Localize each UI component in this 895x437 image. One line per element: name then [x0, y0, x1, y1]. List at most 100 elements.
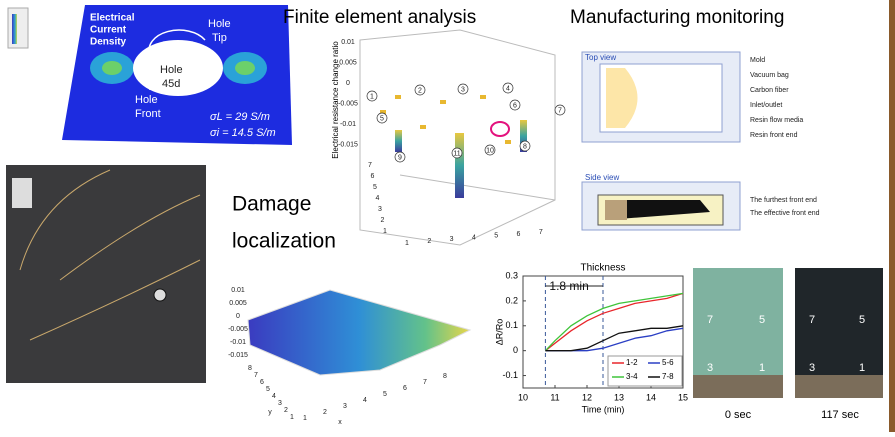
- label: Electrical: [90, 13, 135, 24]
- tick-label: The effective front end: [750, 210, 820, 217]
- view-label: Top view: [585, 53, 616, 62]
- marker-label: 5: [380, 115, 384, 122]
- tick-label: 6: [517, 231, 521, 238]
- tick-label: -0.01: [340, 121, 356, 128]
- colorbar: [12, 14, 17, 44]
- tick-label: 0.01: [341, 39, 355, 46]
- marker-label: 7: [558, 107, 562, 114]
- x-tick-label: 12: [582, 392, 592, 402]
- photo-label: 7: [809, 314, 815, 326]
- tick-label: 1: [290, 414, 294, 421]
- tick-label: -0.015: [228, 352, 248, 359]
- label: Hole: [135, 94, 158, 106]
- photo-tag: [12, 178, 32, 208]
- marker-label: 10: [486, 147, 494, 154]
- figure: Electrical Current Density Hole Tip Hole…: [0, 0, 895, 432]
- x-tick-label: 13: [614, 392, 624, 402]
- tick-label: 8: [248, 365, 252, 372]
- x-tick-label: 14: [646, 392, 656, 402]
- tick-label: 3: [278, 400, 282, 407]
- label: 45d: [162, 78, 180, 90]
- tick-label: 5: [266, 386, 270, 393]
- tick-label: 0.005: [339, 59, 357, 66]
- y-axis-label: ΔR/Ro: [494, 319, 504, 346]
- photo-label: 7: [707, 314, 713, 326]
- axis-label: y: [268, 409, 272, 416]
- tick-label: 2: [381, 217, 385, 224]
- caption: 0 sec: [725, 409, 752, 421]
- label: Front: [135, 108, 161, 120]
- tick-label: 6: [371, 173, 375, 180]
- x-tick-label: 11: [550, 392, 559, 402]
- tick-label: 7: [254, 372, 258, 379]
- photo-label: 3: [707, 362, 713, 374]
- photo-base: [693, 375, 783, 398]
- surface: [248, 290, 470, 375]
- photo-label: 5: [759, 314, 765, 326]
- series-line: [545, 328, 683, 350]
- tick-label: 7: [539, 229, 543, 236]
- marker-label: 1: [370, 93, 374, 100]
- tick-label: Vacuum bag: [750, 72, 789, 79]
- caption: 117 sec: [821, 409, 859, 421]
- title: Finite element analysis: [283, 7, 476, 28]
- tick-label: 5: [383, 391, 387, 398]
- legend-label: 1-2: [626, 358, 638, 367]
- tick-label: 0.005: [229, 300, 247, 307]
- tick-label: 6: [403, 385, 407, 392]
- tick-label: 2: [427, 238, 431, 245]
- tick-label: Resin front end: [750, 132, 798, 139]
- series-line: [545, 293, 683, 350]
- tick-label: 4: [472, 234, 476, 241]
- y-tick-label: 0.3: [505, 270, 518, 280]
- legend-label: 3-4: [626, 372, 638, 381]
- resin: [605, 200, 627, 220]
- view-label: Side view: [585, 173, 619, 182]
- y-tick-label: 0.1: [505, 320, 518, 330]
- legend-label: 7-8: [662, 372, 674, 381]
- tick-label: 4: [272, 393, 276, 400]
- label: Density: [90, 37, 127, 48]
- tick-label: 4: [363, 397, 367, 404]
- tick-label: 5: [494, 233, 498, 240]
- tick-label: 5: [373, 184, 377, 191]
- y-tick-label: -0.1: [502, 370, 518, 380]
- tick-label: -0.01: [230, 339, 246, 346]
- tick-label: 0: [236, 313, 240, 320]
- title: Manufacturing monitoring: [570, 7, 784, 28]
- tick-label: Mold: [750, 57, 765, 64]
- tick-label: Resin flow media: [750, 117, 803, 124]
- marker-label: 11: [453, 150, 460, 157]
- tick-label: 0.01: [231, 287, 245, 294]
- tick-label: 2: [284, 407, 288, 414]
- label: Hole: [208, 18, 231, 30]
- tick-label: 3: [343, 403, 347, 410]
- tick-label: 8: [443, 373, 447, 380]
- photo-label: 1: [759, 362, 765, 374]
- tick-label: 3: [450, 236, 454, 243]
- hotspot: [235, 61, 255, 75]
- label: σi = 14.5 S/m: [210, 127, 276, 139]
- chart-title: Thickness: [580, 263, 625, 274]
- tick-label: 1: [303, 415, 307, 422]
- marker-label: 3: [461, 86, 465, 93]
- y-tick-label: 0.2: [505, 295, 518, 305]
- tick-label: 6: [260, 379, 264, 386]
- border: [889, 0, 895, 432]
- photo-base: [795, 375, 883, 398]
- tick-label: 1: [405, 240, 409, 247]
- label: σL = 29 S/m: [210, 111, 270, 123]
- tick-label: Inlet/outlet: [750, 102, 782, 109]
- y-tick-label: 0: [513, 345, 518, 355]
- axis-label: x: [338, 419, 342, 426]
- annotation: 1.8 min: [549, 279, 588, 293]
- marker-label: 2: [418, 87, 422, 94]
- tick-label: 3: [378, 206, 382, 213]
- photo-label: 3: [809, 362, 815, 374]
- tick-label: 4: [376, 195, 380, 202]
- title: Damage: [232, 193, 311, 216]
- photo-label: 5: [859, 314, 865, 326]
- marker-label: 4: [506, 85, 510, 92]
- marker-label: 6: [513, 102, 517, 109]
- photo-hole: [154, 289, 166, 301]
